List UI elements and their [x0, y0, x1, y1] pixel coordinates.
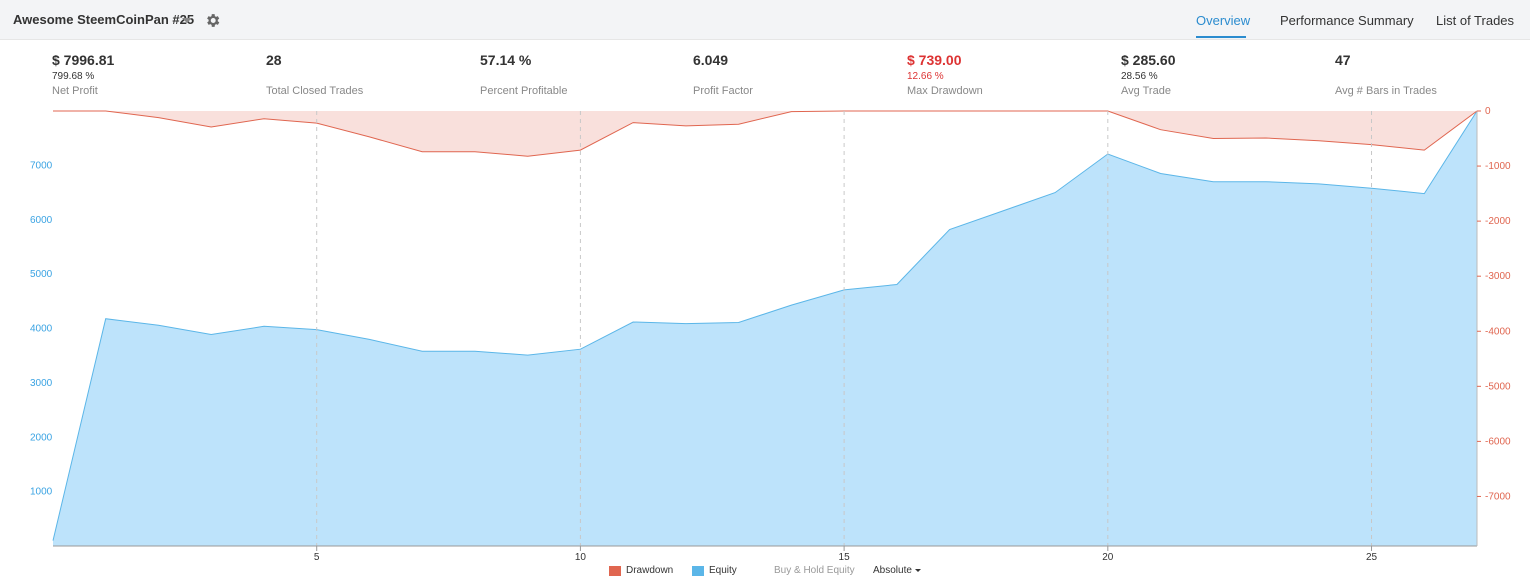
- stat-label: Avg # Bars in Trades: [1335, 85, 1437, 97]
- left-axis-tick-label: 1000: [30, 487, 53, 498]
- stat-label: Total Closed Trades: [266, 85, 364, 97]
- left-axis-tick-label: 2000: [30, 432, 53, 443]
- x-tick-label: 10: [575, 552, 587, 562]
- x-tick-label: 25: [1366, 552, 1378, 562]
- x-tick-label: 15: [839, 552, 851, 562]
- equity-line: [52, 110, 1478, 541]
- stat-max-drawdown: $ 739.00 12.66 % Max Drawdown: [907, 52, 983, 97]
- drawdown-swatch: [609, 566, 621, 576]
- tab-list-of-trades[interactable]: List of Trades: [1436, 13, 1515, 28]
- left-axis-tick-label: 5000: [30, 269, 53, 280]
- right-axis-tick-label: -5000: [1485, 381, 1511, 392]
- right-axis-tick-label: -3000: [1485, 271, 1511, 282]
- strategy-toolbar: Awesome SteemCoinPan #25 Overview Perfor…: [0, 0, 1530, 40]
- stat-label: Net Profit: [52, 85, 98, 97]
- stat-avg-trade: $ 285.60 28.56 % Avg Trade: [1121, 52, 1176, 97]
- equity-swatch: [692, 566, 704, 576]
- equity-area: [53, 111, 1477, 546]
- chevron-down-icon: [914, 568, 921, 572]
- stat-value: 6.049: [693, 52, 729, 68]
- mode-select[interactable]: Absolute: [873, 565, 921, 576]
- left-axis-tick-label: 3000: [30, 378, 53, 389]
- stat-value: 57.14 %: [480, 52, 532, 68]
- equity-chart[interactable]: 5 10 15 20 25 1000 2000 3000 4000 5000 6000 7000 0 -1…: [0, 100, 1530, 562]
- left-axis-tick-label: 7000: [30, 160, 53, 171]
- x-tick-label: 20: [1102, 552, 1114, 562]
- stat-percent-profitable: 57.14 % Percent Profitable: [480, 52, 567, 97]
- stat-value: $ 739.00: [907, 52, 962, 68]
- right-axis-tick-label: -7000: [1485, 491, 1511, 502]
- legend-buy-hold[interactable]: Buy & Hold Equity: [774, 565, 855, 576]
- stat-percent: [266, 71, 363, 84]
- stat-percent: [1335, 71, 1437, 84]
- mode-select-value: Absolute: [873, 565, 912, 576]
- stat-value: $ 7996.81: [52, 52, 115, 68]
- stat-label: Max Drawdown: [907, 85, 983, 97]
- stat-total-closed-trades: 28 Total Closed Trades: [266, 52, 363, 97]
- stat-profit-factor: 6.049 Profit Factor: [693, 52, 753, 97]
- tab-overview[interactable]: Overview: [1196, 13, 1251, 28]
- right-axis-tick-label: -6000: [1485, 436, 1511, 447]
- tab-performance-summary[interactable]: Performance Summary: [1280, 13, 1414, 28]
- legend-equity[interactable]: Equity: [709, 565, 737, 576]
- stat-avg-bars-in-trades: 47 Avg # Bars in Trades: [1335, 52, 1437, 97]
- right-axis-tick-label: -4000: [1485, 326, 1511, 337]
- left-axis-tick-label: 4000: [30, 324, 53, 335]
- legend-drawdown[interactable]: Drawdown: [626, 565, 674, 576]
- strategy-name[interactable]: Awesome SteemCoinPan #25: [13, 12, 195, 27]
- drawdown-line: [53, 110, 1478, 157]
- stat-label: Profit Factor: [693, 85, 753, 97]
- gear-icon[interactable]: [204, 12, 221, 29]
- stat-percent: 28.56 %: [1121, 71, 1158, 82]
- chevron-down-icon[interactable]: [182, 18, 192, 23]
- x-tick-label: 5: [314, 552, 320, 562]
- active-tab-indicator: [1196, 36, 1246, 38]
- right-axis-tick-label: 0: [1485, 106, 1491, 117]
- stat-percent: 799.68 %: [52, 71, 95, 82]
- stat-percent: [480, 71, 567, 84]
- left-axis-tick-label: 6000: [30, 215, 53, 226]
- stat-net-profit: $ 7996.81 799.68 % Net Profit: [52, 52, 114, 97]
- drawdown-area: [53, 111, 1477, 157]
- right-axis-tick-label: -2000: [1485, 216, 1511, 227]
- stat-percent: 12.66 %: [907, 71, 944, 82]
- stat-value: 28: [266, 52, 282, 68]
- right-axis-tick-label: -1000: [1485, 161, 1511, 172]
- stat-value: 47: [1335, 52, 1351, 68]
- stat-label: Avg Trade: [1121, 85, 1171, 97]
- stat-value: $ 285.60: [1121, 52, 1176, 68]
- stat-label: Percent Profitable: [480, 85, 568, 97]
- stat-percent: [693, 71, 753, 84]
